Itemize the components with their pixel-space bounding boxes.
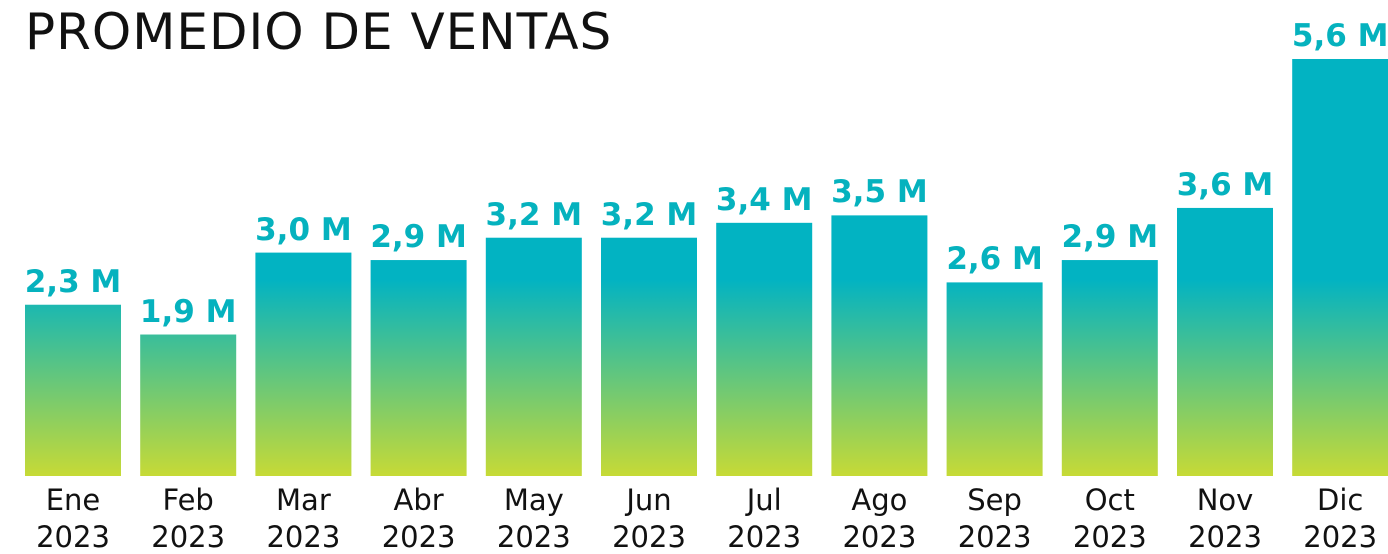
value-label: 3,5 M (831, 174, 928, 211)
bar (831, 215, 928, 476)
x-tick-label: Sep 2023 (957, 483, 1032, 554)
value-label: 2,9 M (370, 219, 467, 256)
value-label: 3,2 M (485, 196, 583, 233)
chart-title: PROMEDIO DE VENTAS (25, 3, 613, 61)
value-label: 2,6 M (946, 241, 1043, 278)
x-tick-label: Ene 2023 (36, 483, 110, 554)
x-tick-label: Mar 2023 (266, 483, 341, 554)
value-label: 2,9 M (1061, 219, 1159, 256)
x-tick-label: Oct 2023 (1072, 483, 1147, 554)
bar (1177, 207, 1273, 476)
bar (1061, 260, 1158, 476)
x-tick-label: Jul 2023 (727, 483, 802, 554)
bar (1292, 59, 1388, 476)
bar (601, 237, 697, 476)
value-label: 2,3 M (24, 263, 122, 300)
bar (140, 334, 237, 476)
x-tick-label: Feb 2023 (151, 483, 226, 554)
x-tick-label: Jun 2023 (612, 483, 686, 554)
value-label: 5,6 M (1291, 18, 1388, 54)
x-tick-label: Abr 2023 (381, 483, 456, 554)
value-label: 3,2 M (600, 196, 698, 233)
x-tick-label: May 2023 (496, 483, 571, 554)
value-label: 1,9 M (139, 293, 237, 330)
x-tick-label: Dic 2023 (1303, 483, 1378, 554)
x-tick-label: Ago 2023 (842, 483, 917, 554)
bar (255, 252, 352, 476)
bar (370, 260, 467, 476)
bar (946, 282, 1043, 476)
value-label: 3,4 M (715, 181, 813, 218)
value-label: 3,6 M (1176, 166, 1274, 203)
bar (25, 304, 121, 476)
bar (716, 222, 813, 476)
x-tick-label: Nov 2023 (1188, 483, 1262, 554)
bar (485, 237, 582, 476)
value-label: 3,0 M (255, 211, 352, 248)
